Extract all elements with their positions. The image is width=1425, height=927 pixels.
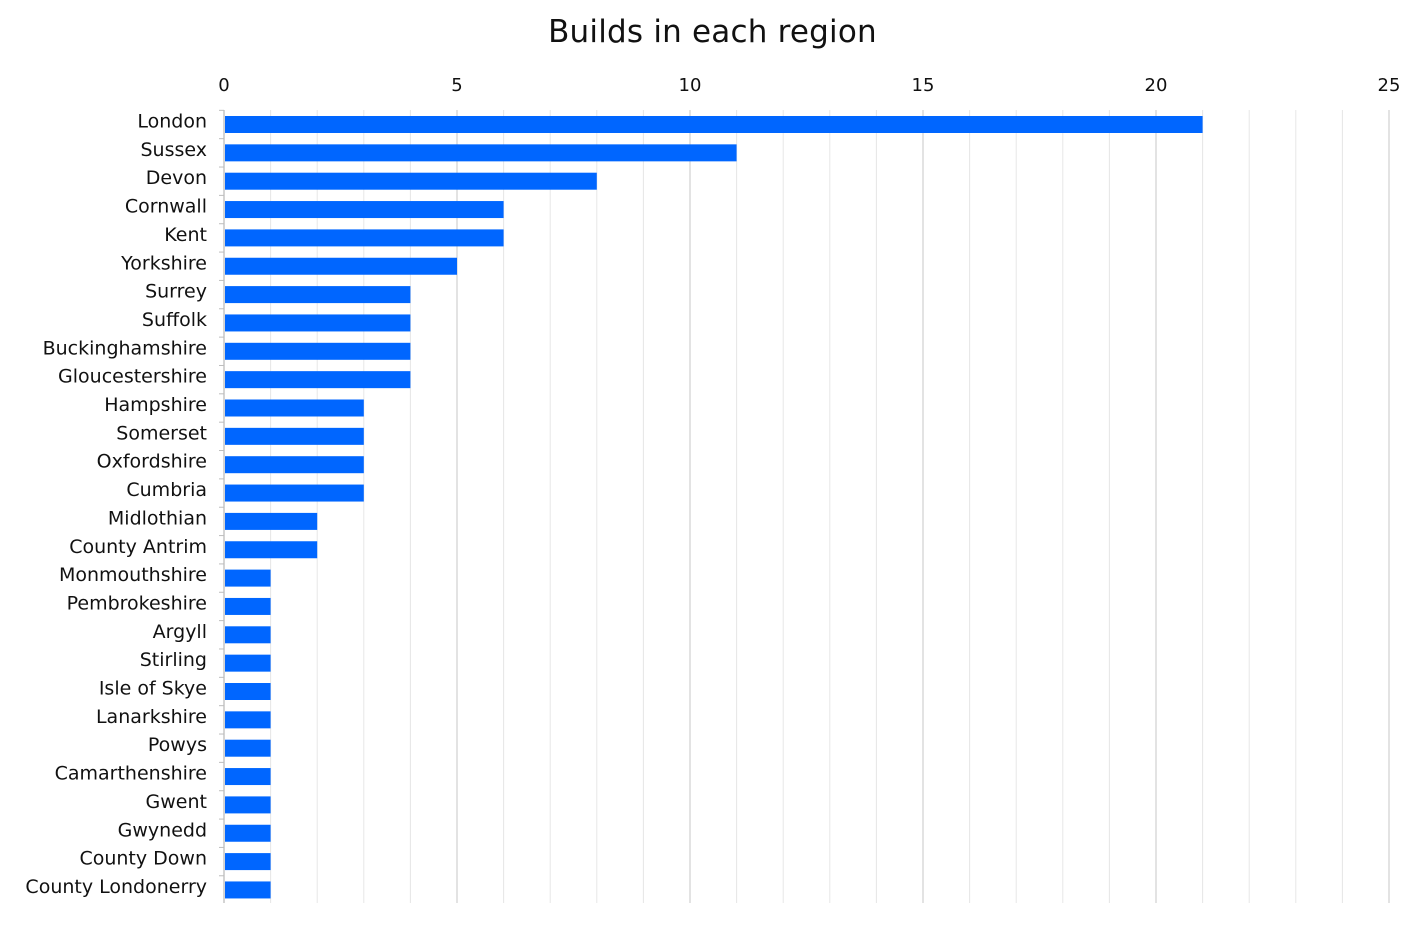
bar-buckinghamshire — [225, 342, 411, 360]
category-label: Argyll — [153, 621, 207, 643]
category-label: Isle of Skye — [99, 678, 207, 700]
bar-yorkshire — [225, 257, 457, 275]
bar-somerset — [225, 427, 364, 445]
bar-isle-of-skye — [225, 683, 271, 700]
category-label: Gwent — [146, 791, 207, 813]
x-tick-label: 10 — [679, 75, 702, 96]
category-label: Stirling — [140, 649, 207, 671]
bar-sussex — [225, 144, 737, 162]
category-label: Devon — [146, 167, 207, 189]
bar-pembrokeshire — [225, 597, 271, 615]
bar-kent — [225, 229, 504, 247]
bar-suffolk — [225, 314, 411, 332]
bar-gwynedd — [225, 824, 271, 842]
x-tick-label: 20 — [1145, 75, 1168, 96]
category-label: Surrey — [145, 281, 207, 303]
category-label: Cornwall — [125, 196, 207, 218]
x-axis-ticks: 0 5 10 15 20 25 — [218, 75, 1400, 96]
bar-cornwall — [225, 201, 504, 219]
category-label: Buckinghamshire — [43, 337, 207, 359]
bar-stirling — [225, 654, 271, 672]
category-label: Gloucestershire — [58, 366, 207, 388]
category-label: Yorkshire — [120, 252, 207, 274]
category-label: Gwynedd — [118, 819, 207, 841]
bar-oxfordshire — [225, 456, 364, 474]
bar-county-antrim — [225, 541, 318, 559]
category-label: London — [137, 111, 207, 133]
category-label: County Londonerry — [25, 876, 207, 898]
bar-county-down — [225, 853, 271, 871]
category-label: Lanarkshire — [96, 706, 207, 728]
bar-powys — [225, 739, 271, 757]
category-label: Powys — [148, 734, 207, 756]
gridlines — [219, 109, 1390, 903]
bar-monmouthshire — [225, 569, 271, 587]
category-label: Suffolk — [142, 309, 207, 331]
category-label: Oxfordshire — [97, 451, 207, 473]
x-tick-label: 15 — [912, 75, 935, 96]
category-label: Hampshire — [104, 394, 207, 416]
bar-hampshire — [225, 399, 364, 417]
bar-county-londonerry — [225, 881, 271, 899]
bar-london — [225, 116, 1203, 133]
category-label: Cumbria — [126, 479, 207, 501]
bar-midlothian — [225, 512, 318, 530]
category-label: Monmouthshire — [59, 564, 207, 586]
category-label: Pembrokeshire — [67, 592, 207, 614]
bar-cumbria — [225, 484, 364, 502]
bar-lanarkshire — [225, 711, 271, 729]
bars — [225, 116, 1203, 899]
bar-gloucestershire — [225, 371, 411, 389]
bar-gwent — [225, 796, 271, 814]
bar-argyll — [225, 626, 271, 644]
category-label: County Down — [79, 848, 207, 870]
category-label: Somerset — [116, 422, 207, 444]
bar-devon — [225, 172, 597, 190]
category-label: Kent — [164, 224, 207, 246]
category-label: Camarthenshire — [55, 763, 207, 785]
chart-title: Builds in each region — [548, 14, 877, 50]
x-tick-label: 25 — [1378, 75, 1401, 96]
category-label: Sussex — [141, 139, 208, 161]
bar-camarthenshire — [225, 768, 271, 786]
x-tick-label: 0 — [218, 75, 229, 96]
category-label: Midlothian — [108, 507, 207, 529]
category-labels: London Sussex Devon Cornwall Kent Yorkshire Su… — [25, 111, 207, 898]
category-label: County Antrim — [69, 536, 207, 558]
bar-surrey — [225, 286, 411, 304]
x-tick-label: 5 — [451, 75, 462, 96]
